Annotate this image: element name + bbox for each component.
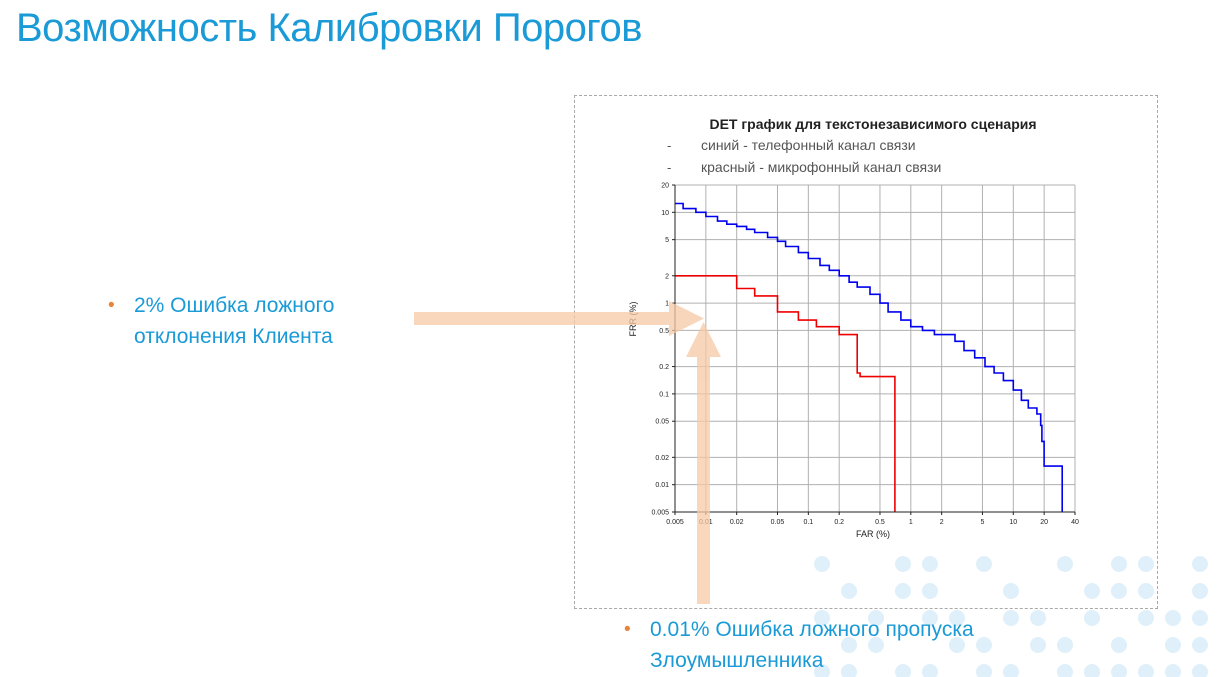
decorative-dot	[1111, 637, 1127, 653]
arrow-frr-shaft	[414, 312, 669, 325]
note-blue-series: синий - телефонный канал связи	[701, 137, 916, 153]
x-axis-label: FAR (%)	[856, 529, 890, 539]
decorative-dot-pattern	[814, 556, 1208, 677]
grid	[674, 184, 1076, 513]
y-tick-label: 5	[665, 237, 669, 244]
decorative-dot	[814, 664, 830, 677]
bullet-line-1: 2% Ошибка ложного	[134, 294, 335, 317]
decorative-dot	[1138, 610, 1154, 626]
decorative-dot	[1057, 664, 1073, 677]
x-tick-label: 20	[1040, 519, 1048, 526]
decorative-dot	[895, 583, 911, 599]
x-tick-label: 0.02	[730, 519, 744, 526]
decorative-dot	[1138, 583, 1154, 599]
decorative-dot	[1111, 664, 1127, 677]
y-tick-label: 1	[665, 301, 669, 308]
decorative-dot	[1138, 556, 1154, 572]
decorative-dot	[868, 637, 884, 653]
decorative-dot	[922, 610, 938, 626]
decorative-dot	[949, 637, 965, 653]
bullet-false-rejection: • 2% Ошибка ложного отклонения Клиента	[108, 290, 434, 352]
axes: 0.005 0.01 0.02 0.05 0.1 0.2 0.5 1 2 5 10 20 40 0.005…	[651, 183, 1079, 527]
series-line-blue	[675, 202, 1063, 512]
y-tick-label: 0.2	[659, 364, 669, 371]
decorative-dot	[1084, 583, 1100, 599]
decorative-dot	[1192, 637, 1208, 653]
y-tick-label: 0.005	[651, 510, 669, 517]
decorative-dot	[976, 664, 992, 677]
decorative-dot	[1084, 610, 1100, 626]
decorative-dot	[922, 556, 938, 572]
arrow-frr-head	[669, 301, 704, 336]
decorative-dot	[1030, 637, 1046, 653]
x-tick-label: 0.05	[771, 519, 785, 526]
decorative-dot	[895, 664, 911, 677]
x-tick-label: 40	[1071, 519, 1079, 526]
decorative-dot	[841, 637, 857, 653]
x-tick-label: 0.2	[834, 519, 844, 526]
decorative-dot	[814, 556, 830, 572]
chart-title: DET график для текстонезависимого сценар…	[709, 116, 1036, 132]
x-tick-label: 10	[1009, 519, 1017, 526]
y-tick-label: 0.01	[655, 482, 669, 489]
decorative-dot	[1003, 610, 1019, 626]
decorative-dot	[895, 556, 911, 572]
decorative-dot	[1192, 583, 1208, 599]
x-tick-label: 0.1	[803, 519, 813, 526]
decorative-dot	[1057, 556, 1073, 572]
decorative-dot	[949, 610, 965, 626]
note-marker-2: -	[667, 160, 671, 175]
bullet-marker: •	[624, 619, 631, 640]
decorative-dot	[976, 556, 992, 572]
y-tick-label: 0.1	[659, 391, 669, 398]
series-layer	[675, 202, 1063, 512]
decorative-dot	[1084, 664, 1100, 677]
y-tick-label: 0.02	[655, 455, 669, 462]
decorative-dot	[922, 664, 938, 677]
decorative-dot	[1138, 664, 1154, 677]
decorative-dot	[1030, 610, 1046, 626]
arrow-far-shaft	[697, 356, 710, 604]
decorative-dot	[1003, 664, 1019, 677]
bullet-line-2: отклонения Клиента	[134, 325, 333, 348]
decorative-dot	[868, 610, 884, 626]
decorative-dot	[1165, 637, 1181, 653]
decorative-dot	[1192, 610, 1208, 626]
y-tick-label: 0.05	[655, 419, 669, 426]
decorative-dot	[1111, 583, 1127, 599]
x-tick-label: 0.005	[666, 519, 684, 526]
x-tick-label: 2	[940, 519, 944, 526]
decorative-dot	[1003, 583, 1019, 599]
y-tick-label: 0.5	[659, 328, 669, 335]
chart-frame	[574, 95, 1158, 609]
x-tick-label: 1	[909, 519, 913, 526]
y-tick-label: 2	[665, 273, 669, 280]
decorative-dot	[841, 664, 857, 677]
x-tick-label: 5	[980, 519, 984, 526]
note-red-series: красный - микрофонный канал связи	[701, 159, 941, 175]
decorative-dot	[1192, 556, 1208, 572]
decorative-dot	[1192, 664, 1208, 677]
y-tick-label: 20	[661, 183, 669, 190]
decorative-dot	[1057, 637, 1073, 653]
decorative-dot	[841, 583, 857, 599]
decorative-dot	[1165, 664, 1181, 677]
decorative-dot	[1165, 610, 1181, 626]
note-marker-1: -	[667, 138, 671, 153]
decorative-dot	[976, 637, 992, 653]
bullet-line-2: Злоумышленника	[650, 649, 824, 672]
series-line-red	[675, 275, 896, 512]
decorative-dot	[922, 583, 938, 599]
arrow-far-head	[686, 322, 721, 357]
decorative-dot	[814, 610, 830, 626]
det-chart: 0.005 0.01 0.02 0.05 0.1 0.2 0.5 1 2 5 10 20 40 0.005…	[628, 116, 1079, 539]
bullet-false-acceptance: • 0.01% Ошибка ложного пропуска Злоумышл…	[624, 614, 1070, 676]
x-tick-label: 0.5	[875, 519, 885, 526]
bullet-line-1: 0.01% Ошибка ложного пропуска	[650, 618, 974, 641]
decorative-dot	[1111, 556, 1127, 572]
y-tick-label: 10	[661, 210, 669, 217]
slide-title: Возможность Калибровки Порогов	[16, 6, 643, 50]
bullet-marker: •	[108, 295, 115, 316]
